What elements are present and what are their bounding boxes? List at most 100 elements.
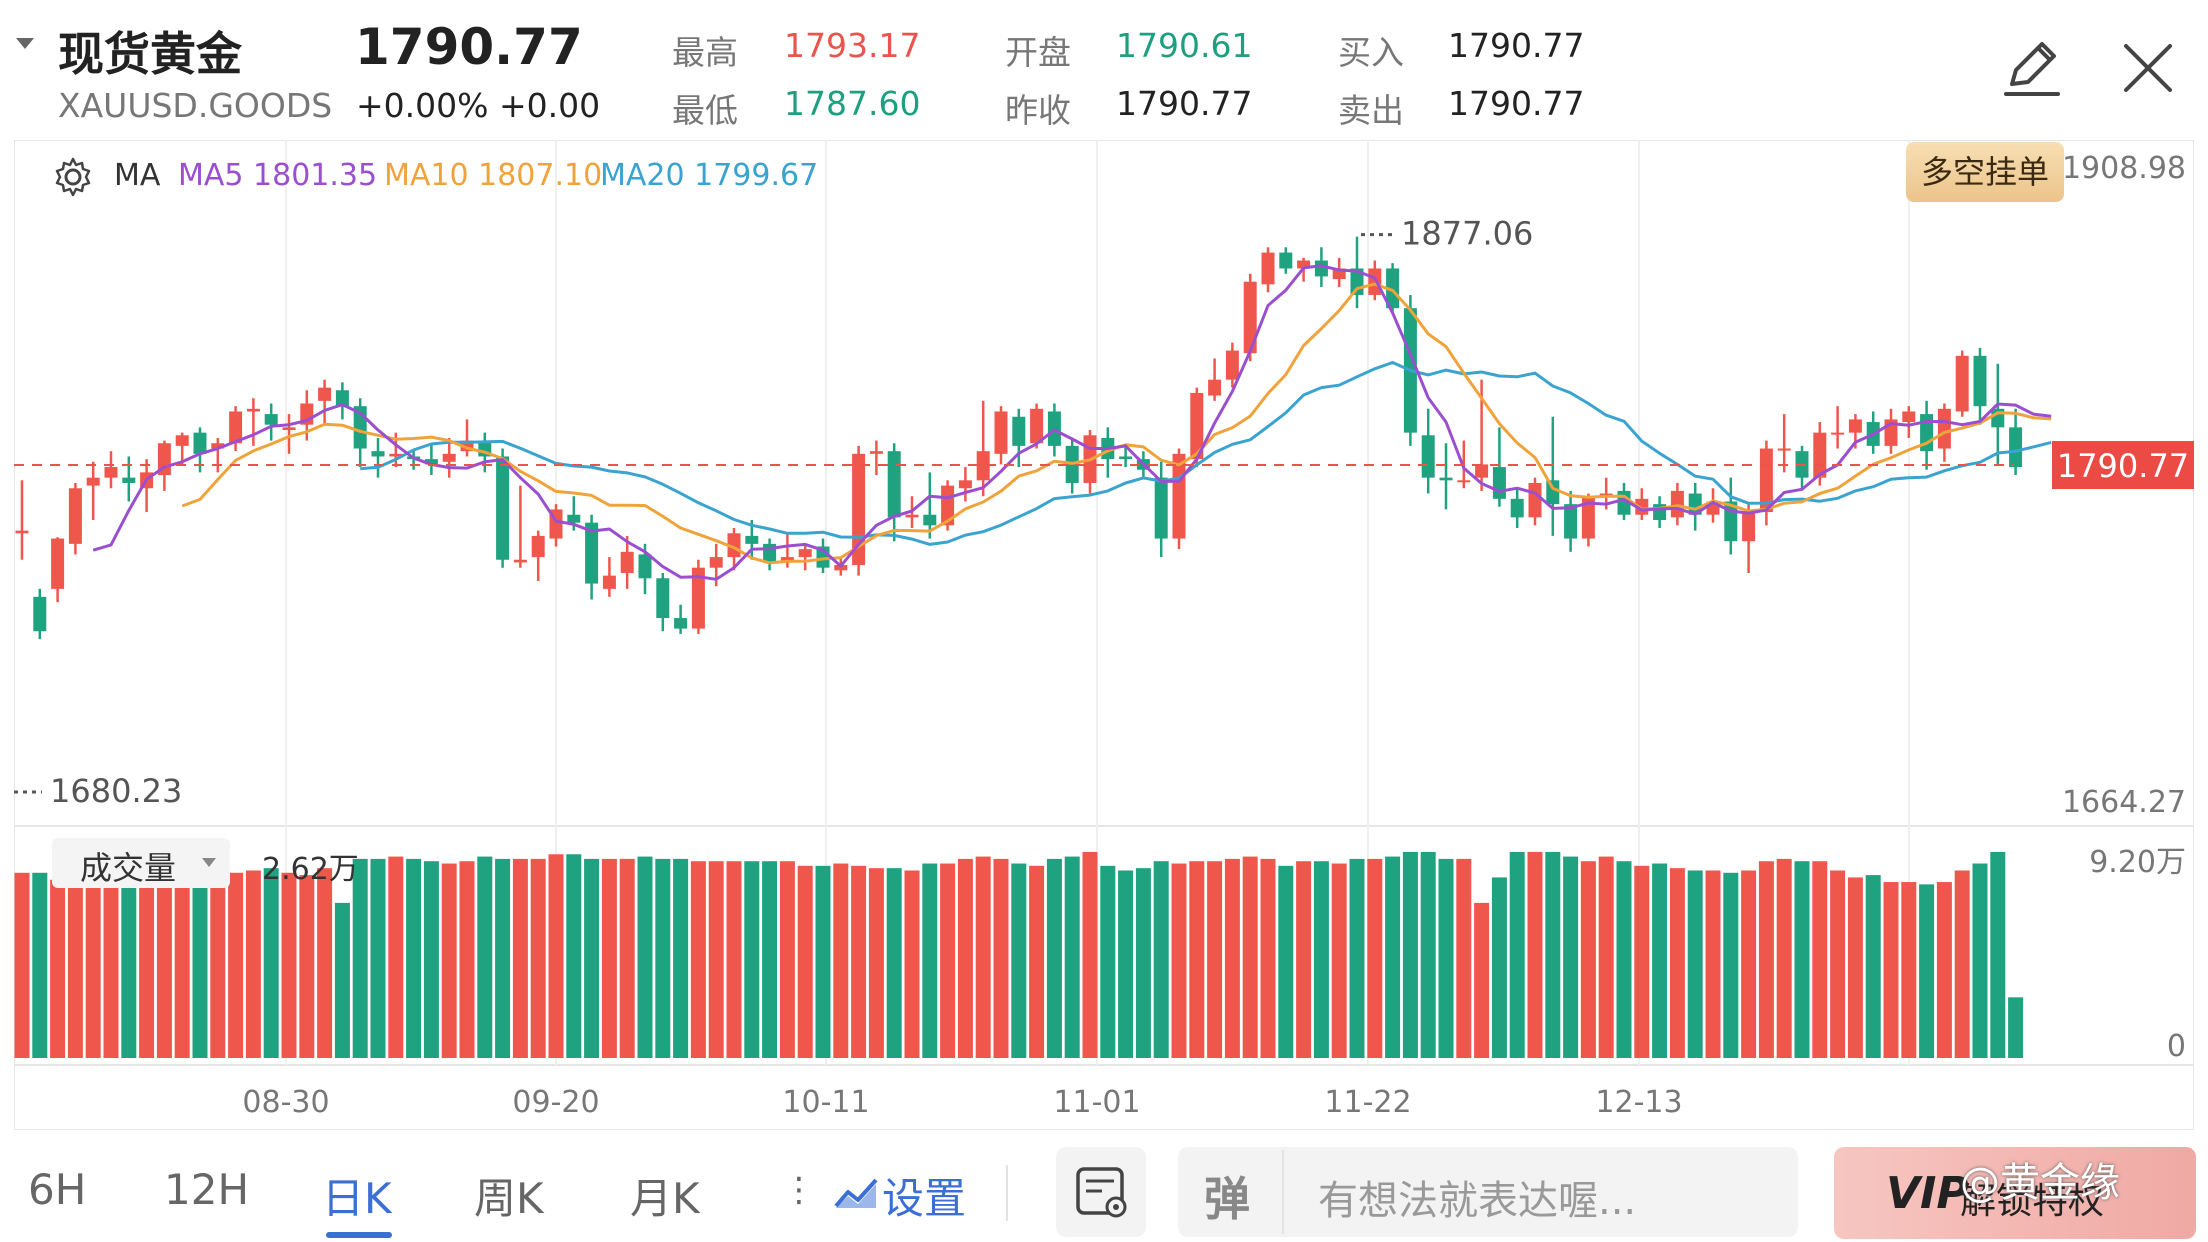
vip-unlock-button[interactable] (1834, 1147, 2196, 1239)
volume-bar (1402, 851, 1418, 1058)
tab-monthly[interactable]: 月K (630, 1174, 700, 1223)
tab-daily[interactable]: 日K (322, 1174, 392, 1223)
candle-body (1457, 480, 1471, 483)
stat-bid-value: 1790.77 (1448, 26, 1585, 65)
volume-bar (1972, 863, 1988, 1058)
volume-bar (1456, 858, 1472, 1058)
vip-unlock-label: 解锁特权 (1960, 1181, 2105, 1222)
current-price-label: 1790.77 (2057, 447, 2189, 485)
candle-body (1225, 350, 1239, 380)
volume-bar (1313, 861, 1329, 1058)
volume-axis-min: 0 (2167, 1029, 2186, 1064)
volume-bar (779, 861, 795, 1058)
price-change: +0.00% +0.00 (356, 86, 601, 125)
candle-body (1848, 419, 1862, 433)
candle-body (1599, 493, 1613, 496)
candle-body (1510, 498, 1524, 518)
candle-body (1190, 392, 1204, 460)
ma-label: MA (114, 158, 161, 193)
volume-bar (2008, 997, 2024, 1058)
volume-bar (1135, 868, 1151, 1058)
candle-body (834, 565, 848, 571)
more-periods-icon[interactable]: ⋮ (782, 1170, 816, 1210)
tab-12h[interactable]: 12H (164, 1165, 250, 1214)
volume-bar (690, 861, 706, 1058)
volume-bar (103, 882, 119, 1058)
volume-bar (1367, 858, 1383, 1058)
volume-bar (868, 868, 884, 1058)
close-icon[interactable] (2112, 32, 2184, 104)
volume-bar (975, 856, 991, 1058)
volume-bar (655, 858, 671, 1058)
candle-body (15, 530, 29, 534)
candle-body (282, 427, 296, 430)
volume-bar (317, 868, 333, 1058)
danmaku-icon[interactable]: 弹 (1204, 1172, 1250, 1226)
volume-bar (121, 875, 137, 1058)
volume-bar (904, 870, 920, 1058)
candle-body (923, 514, 937, 526)
candle-body (1421, 435, 1435, 478)
x-tick-label: 08-30 (242, 1085, 329, 1120)
candle-body (460, 440, 474, 452)
ma-settings-gear-icon[interactable] (52, 156, 94, 198)
candle-body (211, 443, 225, 449)
stat-ask-label: 卖出 (1338, 91, 1404, 130)
candle-body (531, 535, 545, 558)
volume-bar (139, 877, 155, 1058)
note-icon (1076, 1167, 1127, 1218)
volume-bar (797, 865, 813, 1058)
expand-caret-icon[interactable] (16, 38, 34, 49)
tab-weekly[interactable]: 周K (474, 1174, 544, 1223)
moving-average-lines (92, 264, 2052, 581)
volume-bar (762, 861, 778, 1058)
volume-bar (1758, 861, 1774, 1058)
candle-body (1314, 260, 1328, 277)
candle-body (122, 477, 136, 483)
volume-bar (1046, 858, 1062, 1058)
volume-bar (1100, 865, 1116, 1058)
volume-bar (1954, 870, 1970, 1058)
volume-bar (1901, 882, 1917, 1058)
volume-bar (1741, 870, 1757, 1058)
x-tick-label: 11-22 (1324, 1085, 1411, 1120)
volume-indicator-selector[interactable]: 成交量 (52, 838, 230, 888)
kline-chart[interactable]: 1790.77 1908.98 1664.27 1877.06 1680.23 9.20万… (14, 140, 2194, 1130)
candle-body (1297, 260, 1311, 269)
last-price: 1790.77 (355, 18, 583, 76)
x-tick-label: 11-01 (1053, 1085, 1140, 1120)
candle-series (15, 236, 2023, 640)
candle-body (887, 451, 901, 518)
volume-bar (388, 856, 404, 1058)
instrument-symbol: XAUUSD.GOODS (58, 86, 333, 125)
candle-body (1243, 281, 1257, 354)
candle-body (1172, 453, 1186, 539)
tab-6h[interactable]: 6H (28, 1165, 87, 1214)
candle-body (1119, 456, 1133, 460)
stat-ask-value: 1790.77 (1448, 84, 1585, 123)
volume-bar (1474, 902, 1490, 1058)
volume-bar (922, 863, 938, 1058)
volume-bar (957, 858, 973, 1058)
candle-body (1368, 268, 1382, 295)
volume-bar (1669, 868, 1685, 1058)
candle-body (51, 538, 65, 589)
instrument-title[interactable]: 现货黄金 (58, 27, 242, 81)
volume-bar (459, 861, 475, 1058)
volume-bar (1296, 861, 1312, 1058)
order-book-button[interactable]: 多空挂单 (1906, 142, 2064, 202)
volume-indicator-label: 成交量 (80, 849, 177, 887)
note-button[interactable] (1056, 1147, 1146, 1237)
volume-value: 2.62万 (262, 852, 359, 887)
candle-body (1581, 496, 1595, 539)
volume-bar (940, 863, 956, 1058)
volume-bar (1598, 856, 1614, 1058)
ma5-line (92, 264, 2052, 581)
pencil-icon[interactable] (1996, 32, 2068, 104)
volume-bar (1207, 861, 1223, 1058)
comment-input[interactable] (1178, 1147, 1798, 1237)
candle-body (264, 414, 278, 425)
chart-settings-icon[interactable] (834, 1174, 880, 1214)
candle-body (193, 432, 207, 454)
chart-settings-button[interactable]: 设置 (882, 1174, 967, 1223)
